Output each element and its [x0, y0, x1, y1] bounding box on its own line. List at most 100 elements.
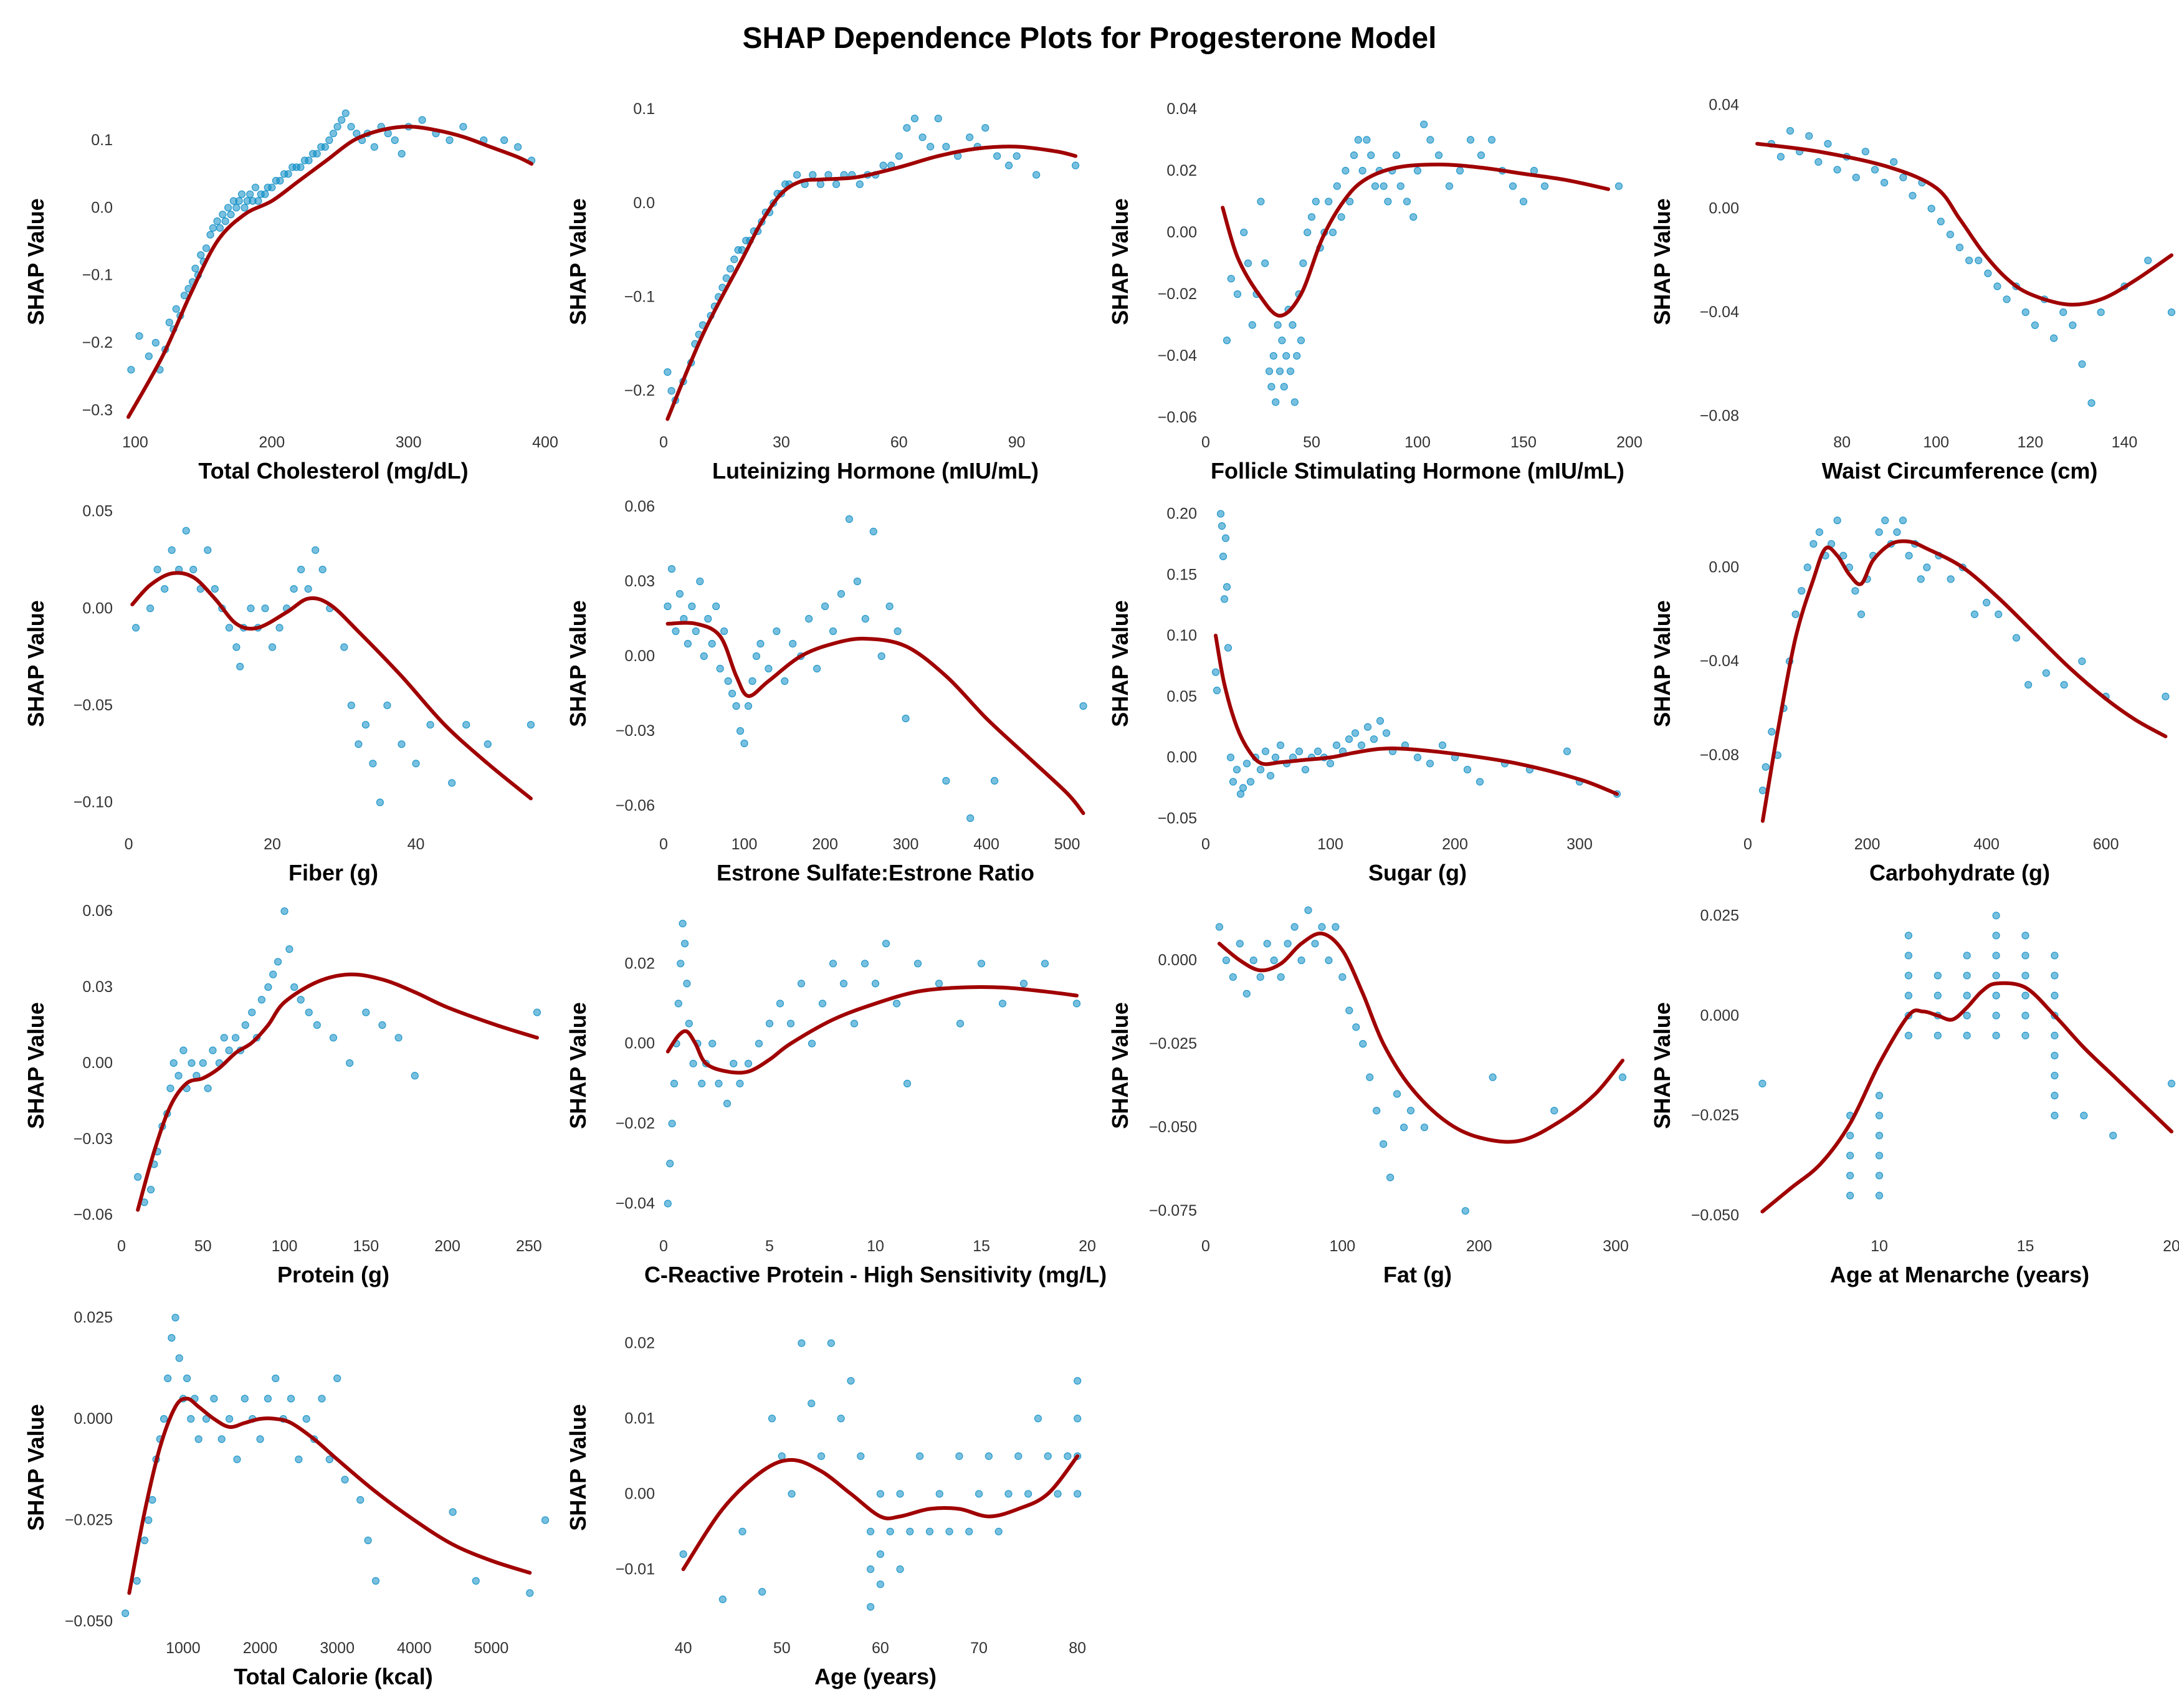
data-point	[411, 1072, 419, 1080]
data-point	[990, 776, 999, 785]
y-tick-label: −0.02	[616, 1115, 655, 1132]
data-point	[355, 740, 363, 748]
data-point	[708, 1039, 717, 1047]
data-point	[261, 604, 269, 613]
data-point	[426, 720, 434, 729]
x-tick-label: 200	[1854, 836, 1881, 853]
data-point	[1563, 747, 1571, 755]
y-tick-label: 0.05	[82, 503, 113, 520]
data-point	[341, 109, 350, 117]
data-point	[1265, 367, 1274, 375]
data-point	[500, 136, 508, 145]
data-point	[1890, 158, 1898, 166]
data-point	[1814, 158, 1823, 166]
data-point	[773, 627, 781, 636]
x-axis-title: Total Cholesterol (mg/dL)	[198, 458, 468, 484]
x-tick-label: 0	[1743, 836, 1752, 853]
data-point	[1358, 166, 1366, 175]
data-point	[202, 1415, 211, 1423]
y-tick-label: 0.00	[1166, 749, 1197, 766]
data-point	[1791, 610, 1800, 618]
data-point	[1477, 151, 1485, 160]
data-point	[1909, 191, 1917, 200]
data-point	[1257, 198, 1265, 206]
data-point	[1409, 213, 1418, 221]
x-axis-title: Age at Menarche (years)	[1830, 1262, 2089, 1287]
data-point	[683, 980, 691, 988]
x-tick-label: 0	[1201, 434, 1210, 451]
data-point	[1893, 528, 1901, 537]
x-tick-label: 20	[2163, 1238, 2179, 1255]
data-point	[164, 1374, 172, 1383]
data-point	[2021, 991, 2029, 1000]
y-tick-label: 0.1	[633, 100, 655, 118]
panel-8: −0.08 −0.04 0.00 0 200 400 600 Carbohydrate (g)…	[1649, 517, 2170, 885]
y-tick-label: −0.04	[1700, 652, 1739, 670]
data-point	[776, 1000, 784, 1008]
y-tick-label: 0.15	[1166, 566, 1197, 583]
data-point	[165, 318, 173, 327]
data-point	[533, 1008, 541, 1016]
data-point	[1249, 957, 1257, 965]
x-tick-label: 10	[867, 1238, 884, 1255]
data-point	[398, 740, 406, 748]
data-point	[736, 727, 745, 735]
data-point	[1274, 321, 1282, 329]
x-tick-label: 300	[1603, 1238, 1629, 1255]
data-point	[1233, 290, 1242, 298]
data-point	[765, 1019, 774, 1028]
data-point	[1342, 166, 1350, 175]
data-point	[2021, 952, 2029, 960]
x-tick-label: 100	[272, 1238, 298, 1255]
data-point	[797, 980, 806, 988]
data-point	[1393, 1090, 1401, 1098]
data-point	[879, 161, 887, 169]
data-point	[527, 720, 535, 729]
data-point	[723, 1099, 732, 1108]
data-point	[341, 1476, 349, 1484]
data-point	[1032, 171, 1041, 179]
data-point	[1354, 136, 1362, 144]
data-point	[1286, 367, 1295, 375]
data-point	[2003, 295, 2011, 303]
data-point	[1509, 182, 1517, 190]
data-point	[674, 1000, 682, 1008]
data-point	[906, 1527, 914, 1535]
data-point	[232, 643, 241, 651]
data-point	[1240, 228, 1248, 237]
x-tick-label: 10	[1871, 1238, 1888, 1255]
data-point	[1074, 1490, 1082, 1498]
data-point	[913, 960, 922, 968]
data-point	[312, 546, 320, 554]
y-tick-label: −0.04	[1158, 347, 1197, 365]
data-point	[127, 366, 135, 374]
data-point	[378, 1021, 386, 1029]
data-point	[2051, 1071, 2059, 1080]
data-point	[1904, 971, 1913, 980]
y-tick-label: 0.02	[624, 1334, 655, 1352]
data-point	[1426, 136, 1434, 144]
y-axis-title: SHAP Value	[1107, 1002, 1133, 1128]
data-point	[383, 701, 391, 710]
data-point	[1550, 1107, 1558, 1115]
data-point	[313, 1021, 321, 1029]
data-point	[225, 624, 233, 632]
x-tick-label: 100	[1404, 434, 1431, 451]
x-tick-label: 50	[773, 1639, 791, 1657]
data-point	[1314, 747, 1322, 755]
y-tick-label: −0.08	[1700, 747, 1739, 764]
data-point	[297, 163, 305, 171]
data-point	[679, 919, 687, 928]
y-axis-title: SHAP Value	[23, 1002, 49, 1128]
data-point	[1224, 644, 1233, 652]
y-axis-title: SHAP Value	[1649, 198, 1675, 325]
data-point	[2012, 634, 2021, 642]
data-point	[254, 197, 262, 205]
x-axis-title: Fat (g)	[1383, 1262, 1452, 1287]
data-point	[1359, 1040, 1367, 1048]
data-point	[1351, 729, 1360, 737]
data-point	[210, 1395, 218, 1403]
x-tick-label: 0	[125, 836, 133, 853]
x-tick-label: 500	[1054, 836, 1080, 853]
data-point	[882, 940, 890, 948]
